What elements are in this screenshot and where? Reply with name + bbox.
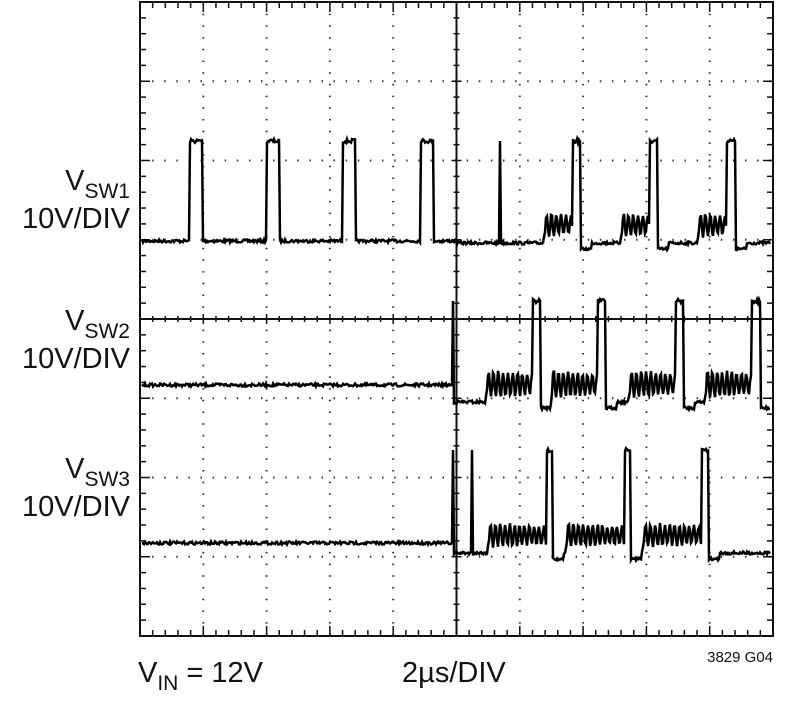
subscript: SW1 [84, 180, 130, 203]
trace [140, 134, 772, 253]
symbol: V [65, 305, 85, 337]
timebase: 2µs/DIV [402, 657, 506, 689]
subscript: IN [157, 672, 178, 695]
channel-scale: 10V/DIV [22, 343, 131, 375]
channel-scale: 10V/DIV [22, 491, 131, 523]
symbol: V [65, 165, 85, 197]
subscript: SW2 [84, 320, 130, 343]
channel-label: VSW1 [65, 165, 130, 203]
trace [141, 445, 771, 565]
symbol: V [138, 657, 158, 689]
input-voltage: VIN = 12V [138, 657, 264, 695]
waveforms [140, 134, 772, 565]
figure-id: 3829 G04 [707, 649, 773, 666]
subscript: SW3 [84, 468, 130, 491]
value: = 12V [186, 657, 263, 689]
symbol: V [65, 453, 85, 485]
channel-scale: 10V/DIV [22, 203, 131, 235]
channel-label: VSW2 [65, 305, 130, 343]
channel-label: VSW3 [65, 453, 130, 491]
trace [141, 295, 770, 413]
graticule [139, 1, 774, 637]
